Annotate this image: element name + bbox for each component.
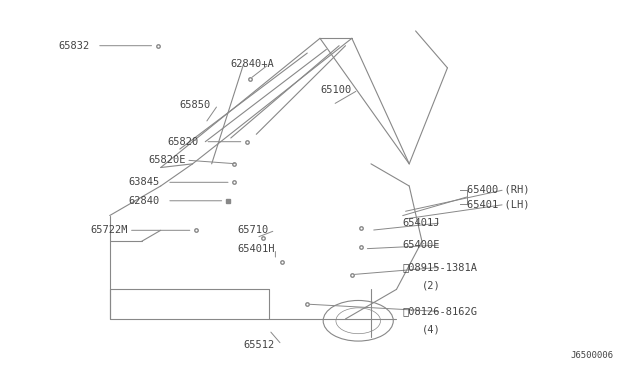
Text: 65400 (RH): 65400 (RH) bbox=[467, 185, 529, 195]
Text: 65832: 65832 bbox=[59, 41, 90, 51]
Text: J6500006: J6500006 bbox=[570, 350, 613, 359]
Text: 65850: 65850 bbox=[180, 100, 211, 110]
Text: 65820E: 65820E bbox=[148, 155, 186, 165]
Text: Ⓠ08915-1381A: Ⓠ08915-1381A bbox=[403, 262, 478, 272]
Text: 65722M: 65722M bbox=[91, 225, 128, 235]
Text: 65401H: 65401H bbox=[237, 244, 275, 254]
Text: 62840: 62840 bbox=[129, 196, 160, 206]
Text: 65400E: 65400E bbox=[403, 240, 440, 250]
Text: 65401J: 65401J bbox=[403, 218, 440, 228]
Text: 65100: 65100 bbox=[320, 85, 351, 95]
Text: (4): (4) bbox=[422, 325, 441, 335]
Text: 63845: 63845 bbox=[129, 177, 160, 187]
Text: 65401 (LH): 65401 (LH) bbox=[467, 199, 529, 209]
Text: (2): (2) bbox=[422, 281, 441, 291]
Text: 65820: 65820 bbox=[167, 137, 198, 147]
Text: 65512: 65512 bbox=[244, 340, 275, 350]
Text: 62840+A: 62840+A bbox=[231, 59, 275, 69]
Text: ⒲08126-8162G: ⒲08126-8162G bbox=[403, 307, 478, 317]
Text: 65710: 65710 bbox=[237, 225, 268, 235]
